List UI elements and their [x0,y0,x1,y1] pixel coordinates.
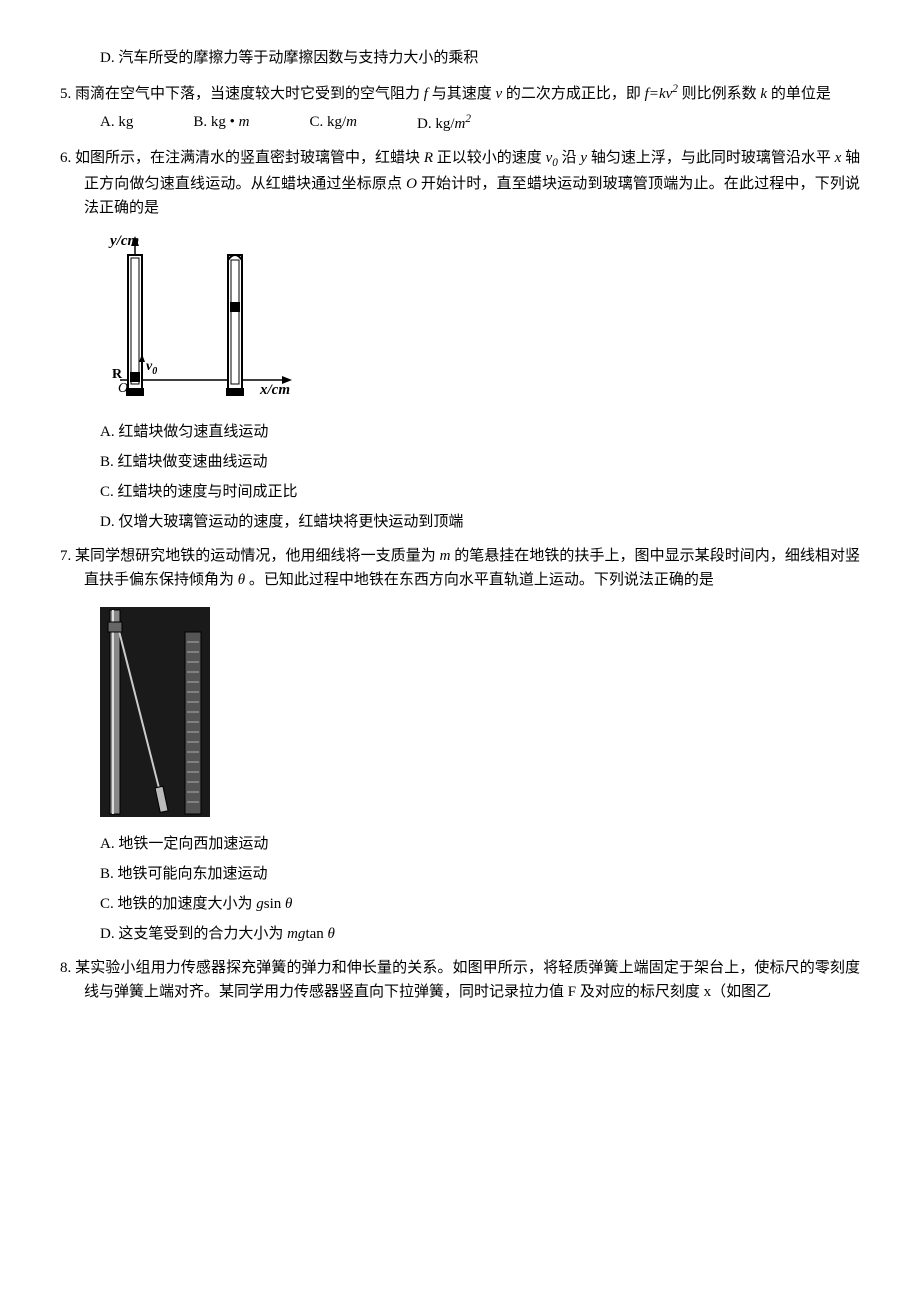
q5-option-c: C. kg/m [309,110,357,136]
q6-option-d: D. 仅增大玻璃管运动的速度，红蜡块将更快运动到顶端 [100,510,860,534]
q5-options: A. kg B. kg • m C. kg/m D. kg/m2 [60,110,860,136]
q5-formula-k: k [659,86,666,102]
q6-option-a: A. 红蜡块做匀速直线运动 [100,420,860,444]
q5-stem-1: 雨滴在空气中下落，当速度较大时它受到的空气阻力 [75,86,420,102]
q6-option-b: B. 红蜡块做变速曲线运动 [100,450,860,474]
q5-stem-2: 与其速度 [432,86,492,102]
q6-diagram-svg: y/cm x/cm R O v0 [90,230,300,410]
q5-var-v: v [495,86,502,102]
v0-label: v0 [146,359,157,377]
question-5: 5. 雨滴在空气中下落，当速度较大时它受到的空气阻力 f 与其速度 v 的二次方… [60,80,860,136]
q7-number: 7. [60,548,71,564]
q5-number: 5. [60,86,71,102]
q5-option-a: A. kg [100,110,133,136]
q7-option-d: D. 这支笔受到的合力大小为 mgtan θ [100,922,860,946]
q6-options: A. 红蜡块做匀速直线运动 B. 红蜡块做变速曲线运动 C. 红蜡块的速度与时间… [60,420,860,534]
q7-figure [90,602,860,822]
q6-figure: y/cm x/cm R O v0 [90,230,860,410]
q5-var-k: k [760,86,767,102]
question-4-partial: D. 汽车所受的摩擦力等于动摩擦因数与支持力大小的乘积 [60,46,860,70]
q5-formula-lhs: f= [645,86,659,102]
q5-formula-exp: 2 [672,83,678,95]
question-7: 7. 某同学想研究地铁的运动情况，他用细线将一支质量为 m 的笔悬挂在地铁的扶手… [60,544,860,946]
q8-stem: 某实验小组用力传感器探充弹簧的弹力和伸长量的关系。如图甲所示，将轻质弹簧上端固定… [75,960,860,1000]
o-label: O [118,381,128,396]
y-axis-label: y/cm [108,233,139,249]
q7-option-c: C. 地铁的加速度大小为 gsin θ [100,892,860,916]
q5-stem-5: 的单位是 [771,86,831,102]
q7-option-b: B. 地铁可能向东加速运动 [100,862,860,886]
question-8: 8. 某实验小组用力传感器探充弹簧的弹力和伸长量的关系。如图甲所示，将轻质弹簧上… [60,956,860,1004]
question-6: 6. 如图所示，在注满清水的竖直密封玻璃管中，红蜡块 R 正以较小的速度 v0 … [60,146,860,534]
r-label: R [112,367,123,382]
q5-var-f: f [424,86,428,102]
q5-stem-4: 则比例系数 [682,86,757,102]
q4-option-d: D. 汽车所受的摩擦力等于动摩擦因数与支持力大小的乘积 [100,46,860,70]
q5-optd-exp: 2 [465,113,471,125]
q6-number: 6. [60,150,71,166]
q7-diagram-svg [90,602,220,822]
q5-stem-3: 的二次方成正比，即 [506,86,641,102]
x-axis-label: x/cm [259,382,290,398]
q7-option-a: A. 地铁一定向西加速运动 [100,832,860,856]
q7-options: A. 地铁一定向西加速运动 B. 地铁可能向东加速运动 C. 地铁的加速度大小为… [60,832,860,946]
q6-option-c: C. 红蜡块的速度与时间成正比 [100,480,860,504]
q8-number: 8. [60,960,71,976]
q5-option-d: D. kg/m2 [417,110,471,136]
q5-option-b: B. kg • m [193,110,249,136]
